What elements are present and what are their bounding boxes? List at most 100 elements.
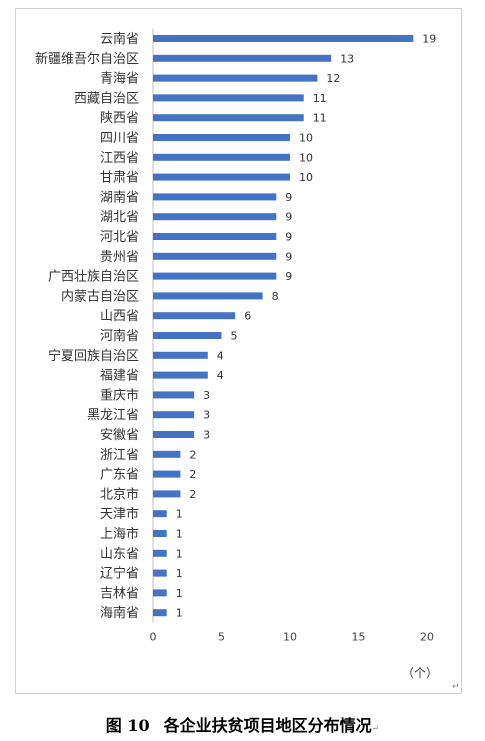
data-label: 1 [176, 587, 183, 600]
category-label: 宁夏回族自治区 [48, 348, 139, 364]
category-label: 辽宁省 [100, 566, 139, 582]
bar [153, 530, 167, 537]
bar [153, 54, 332, 62]
data-label: 6 [244, 310, 251, 323]
category-label: 江西省 [100, 151, 139, 166]
bar [153, 173, 290, 181]
bar [153, 292, 263, 300]
x-tick-label: 20 [420, 631, 434, 644]
category-label: 重庆市 [100, 387, 139, 403]
paragraph-mark: ↵ [371, 724, 380, 734]
category-label: 青海省 [100, 72, 139, 87]
data-label: 2 [189, 448, 196, 461]
x-tick-label: 0 [150, 631, 157, 644]
data-label: 10 [299, 171, 313, 184]
category-label: 四川省 [100, 131, 139, 146]
category-label: 新疆维吾尔自治区 [35, 51, 139, 67]
bar [153, 371, 208, 379]
figure-title: 各企业扶贫项目地区分布情况 [163, 716, 372, 735]
bar [153, 35, 414, 42]
category-label: 北京市 [100, 486, 139, 502]
x-tick-label: 10 [283, 631, 297, 644]
data-label: 5 [231, 330, 238, 343]
data-label: 19 [422, 33, 436, 46]
data-label: 8 [272, 290, 279, 303]
data-label: 11 [313, 92, 327, 105]
figure-number: 图 10 [105, 716, 150, 735]
data-label: 1 [176, 567, 183, 580]
bar [153, 431, 195, 438]
data-label: 1 [176, 528, 183, 541]
data-label: 4 [217, 349, 224, 362]
category-label: 海南省 [100, 605, 139, 621]
category-label: 湖北省 [100, 210, 139, 225]
bar [153, 470, 181, 478]
bar [153, 569, 167, 577]
category-label: 浙江省 [100, 448, 139, 463]
data-label: 9 [285, 231, 292, 244]
paragraph-mark: ↵ [452, 682, 460, 692]
bar [153, 74, 318, 82]
bar [153, 589, 167, 597]
bar [153, 411, 195, 419]
data-label: 12 [326, 72, 340, 85]
bar [153, 193, 277, 201]
data-label: 10 [299, 132, 313, 145]
bar [153, 510, 167, 518]
bar [153, 351, 208, 359]
data-label: 1 [176, 508, 183, 521]
bar [153, 490, 181, 498]
bar [153, 233, 277, 240]
category-label: 上海市 [100, 526, 139, 542]
chart-frame [15, 8, 462, 694]
data-label: 1 [176, 547, 183, 560]
bar [153, 332, 222, 339]
data-label: 2 [189, 468, 196, 481]
data-label: 1 [176, 607, 183, 620]
x-tick-label: 15 [352, 631, 366, 644]
category-label: 广东省 [100, 468, 139, 483]
bar [153, 549, 167, 557]
data-label: 13 [340, 52, 354, 65]
category-label: 陕西省 [100, 111, 139, 126]
bar [153, 114, 304, 122]
data-label: 3 [203, 429, 210, 442]
category-label: 甘肃省 [100, 171, 139, 186]
bar [153, 153, 290, 161]
bar [153, 252, 277, 260]
data-label: 4 [217, 369, 224, 382]
bar [153, 272, 277, 280]
bar [153, 450, 181, 458]
category-label: 天津市 [100, 506, 139, 522]
bar [153, 134, 290, 141]
bar [153, 609, 167, 617]
data-label: 3 [203, 389, 210, 402]
data-label: 9 [285, 191, 292, 204]
data-label: 9 [285, 211, 292, 224]
data-label: 3 [203, 409, 210, 422]
category-label: 河南省 [100, 328, 139, 344]
data-label: 11 [313, 112, 327, 125]
category-label: 西藏自治区 [74, 91, 139, 106]
data-label: 9 [285, 250, 292, 263]
category-label: 安徽省 [100, 428, 139, 443]
category-label: 黑龙江省 [87, 408, 139, 423]
figure-caption: 图 10 各企业扶贫项目地区分布情况↵ [0, 712, 485, 736]
category-label: 吉林省 [100, 586, 139, 601]
category-label: 山西省 [100, 309, 139, 324]
category-label: 广西壮族自治区 [48, 269, 139, 285]
x-tick-label: 5 [218, 631, 225, 644]
category-label: 河北省 [100, 230, 139, 245]
category-label: 山东省 [100, 547, 139, 562]
category-label: 内蒙古自治区 [61, 288, 139, 304]
category-label: 湖南省 [100, 189, 139, 205]
data-label: 2 [189, 488, 196, 501]
bar [153, 94, 304, 102]
category-label: 云南省 [100, 31, 139, 47]
category-label: 贵州省 [100, 250, 139, 265]
bar [153, 213, 277, 221]
bar [153, 391, 195, 399]
unit-label: （个） [402, 666, 439, 680]
data-label: 9 [285, 270, 292, 283]
